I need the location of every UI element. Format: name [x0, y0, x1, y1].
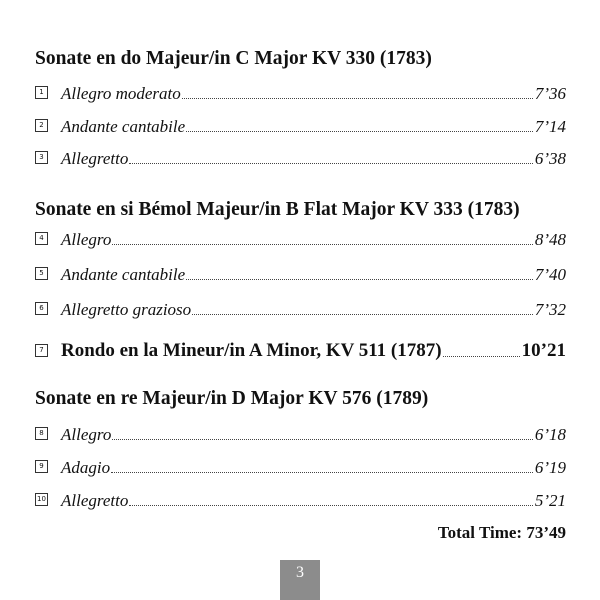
track-title: Allegro	[61, 425, 112, 444]
track-number-box: 1	[35, 86, 48, 99]
track-title: Rondo en la Mineur/in A Minor, KV 511 (1…	[61, 340, 442, 361]
track-number-box: 8	[35, 427, 48, 440]
track-row: 2 Andante cantabile 7’14	[35, 115, 566, 137]
track-time: 6’18	[534, 425, 566, 444]
track-row: 4 Allegro 8’48	[35, 228, 566, 250]
track-row: 8 Allegro 6’18	[35, 423, 566, 445]
dot-leader	[181, 98, 533, 99]
section-heading: Sonate en si Bémol Majeur/in B Flat Majo…	[35, 199, 520, 220]
track-title: Allegretto	[61, 491, 129, 510]
dot-leader	[192, 314, 533, 315]
page-number: 3	[280, 560, 320, 600]
track-time: 7’32	[534, 300, 566, 319]
track-title: Andante cantabile	[61, 117, 186, 136]
dot-leader	[442, 356, 520, 357]
track-number-box: 6	[35, 302, 48, 315]
track-row: 6 Allegretto grazioso 7’32	[35, 298, 566, 320]
track-number-box: 2	[35, 119, 48, 132]
track-time: 10’21	[521, 340, 566, 361]
dot-leader	[129, 505, 533, 506]
dot-leader	[129, 163, 533, 164]
track-row: 3 Allegretto 6’38	[35, 147, 566, 169]
section-heading: Sonate en do Majeur/in C Major KV 330 (1…	[35, 48, 432, 69]
total-time: Total Time: 73’49	[437, 523, 566, 542]
track-row: 1 Allegro moderato 7’36	[35, 82, 566, 104]
track-time: 6’19	[534, 458, 566, 477]
track-row: 5 Andante cantabile 7’40	[35, 263, 566, 285]
track-row: 10 Allegretto 5’21	[35, 489, 566, 511]
track-time: 7’14	[534, 117, 566, 136]
track-time: 8’48	[534, 230, 566, 249]
track-title: Allegro moderato	[61, 84, 181, 103]
track-time: 6’38	[534, 149, 566, 168]
track-time: 7’36	[534, 84, 566, 103]
track-title: Allegretto	[61, 149, 129, 168]
track-number-box: 7	[35, 344, 48, 357]
track-number-box: 4	[35, 232, 48, 245]
track-number-box: 5	[35, 267, 48, 280]
dot-leader	[112, 439, 533, 440]
track-title: Andante cantabile	[61, 265, 186, 284]
track-number-box: 9	[35, 460, 48, 473]
track-title: Adagio	[61, 458, 111, 477]
track-title: Allegretto grazioso	[61, 300, 192, 319]
dot-leader	[186, 279, 533, 280]
dot-leader	[111, 472, 533, 473]
dot-leader	[112, 244, 533, 245]
track-row: 9 Adagio 6’19	[35, 456, 566, 478]
track-time: 5’21	[534, 491, 566, 510]
track-time: 7’40	[534, 265, 566, 284]
track-title: Allegro	[61, 230, 112, 249]
track-row: 7 Rondo en la Mineur/in A Minor, KV 511 (…	[35, 340, 566, 362]
track-number-box: 3	[35, 151, 48, 164]
dot-leader	[186, 131, 533, 132]
track-number-box: 10	[35, 493, 48, 506]
section-heading: Sonate en re Majeur/in D Major KV 576 (1…	[35, 388, 429, 409]
